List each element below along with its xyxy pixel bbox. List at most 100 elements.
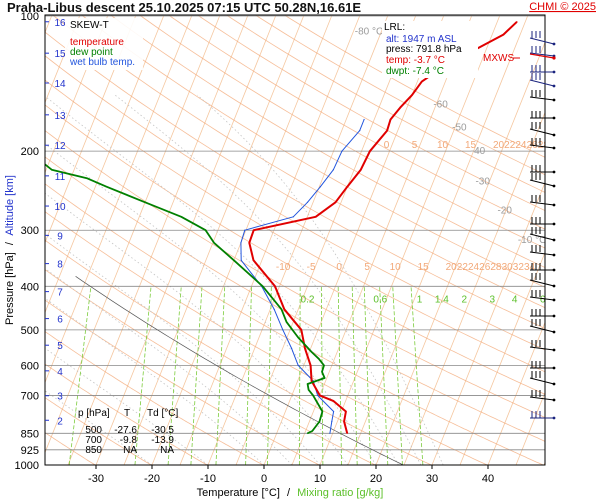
profile-series (45, 21, 518, 435)
temperature-tick-label: 20 (370, 473, 382, 485)
table-row: 850 NA NA (85, 445, 174, 456)
data-point (253, 229, 255, 231)
x-axis-label-separator: / (287, 487, 291, 499)
isotherm-line (67, 15, 248, 465)
wind-barb-shaft (529, 37, 555, 45)
data-point (248, 242, 250, 244)
table-row: 500 -27.6 -30.5 (85, 425, 174, 436)
data-point (359, 130, 361, 132)
dry-adiabat-label: -20 (497, 205, 512, 216)
dry-adiabat-line (45, 211, 489, 465)
lrl-alt: alt: 1947 m ASL (386, 34, 457, 45)
data-point (318, 420, 321, 423)
data-point (312, 394, 314, 396)
temperature-tick-label: -10 (200, 473, 216, 485)
temperature-line (248, 21, 518, 434)
mixing-ratio-label: 4 (512, 294, 518, 305)
altitude-tick-label: 8 (57, 260, 63, 271)
pressure-tick-label: 700 (21, 390, 39, 402)
table-header-td: Td [°C] (147, 408, 178, 419)
table-header-t: T (124, 408, 130, 419)
wind-barb-shaft (529, 325, 555, 333)
data-point (332, 169, 334, 171)
data-point (334, 201, 337, 203)
table-header-p: p [hPa] (78, 408, 110, 419)
altitude-tick-label: 3 (57, 392, 63, 403)
isotherm-label: 24 (468, 262, 480, 273)
data-point (343, 420, 345, 423)
plot-frame (44, 14, 546, 466)
data-point (283, 308, 285, 310)
dry-adiabat-line (45, 299, 321, 465)
temperature-tick-label: 0 (261, 473, 267, 485)
moist-adiabat-line (45, 192, 349, 465)
pressure-tick-label: 500 (21, 325, 39, 337)
mixing-ratio-label: 1.4 (435, 294, 449, 305)
mixing-ratio-label: 1 (417, 294, 423, 305)
dry-adiabat-line (45, 156, 545, 442)
copyright-link[interactable]: CHMI © 2025 (529, 1, 596, 13)
data-point (300, 329, 302, 331)
data-point (274, 285, 276, 287)
data-point (360, 169, 362, 171)
data-point (346, 186, 348, 188)
data-point (311, 430, 313, 432)
isotherm-label: 5 (364, 262, 370, 273)
dry-adiabat-line (45, 79, 545, 373)
isotherm-label: 0 (336, 262, 342, 273)
altitude-tick-label: 4 (57, 367, 63, 378)
data-point (51, 169, 53, 171)
temperature-tick-label: -30 (88, 473, 104, 485)
wind-barb-shaft (529, 251, 555, 256)
isotherm-line (263, 15, 444, 465)
data-point (308, 389, 310, 391)
data-point (205, 229, 207, 231)
isotherm-label: 0 (384, 140, 390, 151)
mixing-ratio-label: 6 (540, 294, 546, 305)
isotherm-line (431, 181, 545, 465)
legend-temperature: temperature (70, 37, 124, 48)
wind-barb-shaft (529, 279, 555, 287)
altitude-tick-label: 14 (54, 79, 66, 90)
isotherm-line (207, 15, 388, 465)
table-cell: -13.9 (151, 435, 174, 446)
reference-adiabat-line (75, 276, 404, 465)
table-row: 700 -9.8 -13.9 (85, 435, 174, 446)
data-point (304, 347, 306, 349)
table-cell: 850 (85, 445, 102, 456)
mixing-ratio-label: 0.6 (373, 294, 387, 305)
data-point (240, 259, 242, 261)
mxws-label: MXWS (483, 53, 514, 64)
data-point (291, 347, 293, 349)
dry-adiabat-label: -50 (452, 123, 467, 134)
mixing-ratio-label: 0.2 (301, 294, 315, 305)
wind-barb-shaft (529, 396, 555, 401)
lrl-dwpt: dwpt: -7.4 °C (386, 66, 444, 77)
data-point (411, 94, 413, 96)
data-point (310, 351, 313, 353)
legend-dew-point: dew point (70, 47, 113, 58)
data-point (363, 118, 365, 121)
table-cell: 700 (85, 435, 102, 446)
data-point (421, 81, 423, 83)
dry-adiabat-line (45, 432, 96, 465)
isotherm-label: 10 (437, 140, 449, 151)
data-point (346, 432, 348, 434)
pressure-tick-label: 400 (21, 281, 39, 293)
wind-barb-shaft (529, 96, 555, 101)
dry-adiabat-line (45, 239, 433, 465)
dry-adiabat-line (45, 397, 152, 465)
mixing-ratio-label: 3 (489, 294, 495, 305)
pressure-tick-label: 925 (21, 445, 39, 457)
data-point (516, 21, 518, 23)
data-point (307, 383, 309, 385)
dry-adiabat-line (45, 331, 265, 465)
wind-barb-shaft (529, 201, 555, 206)
dry-adiabat-line (167, 15, 545, 230)
pressure-axis: 100 200 300 400 500 600 700 850 925 1000 (15, 11, 39, 472)
isotherm-line (95, 15, 276, 465)
isotherm-line (375, 41, 545, 465)
isotherm-line (179, 15, 360, 465)
data-point (306, 201, 309, 203)
